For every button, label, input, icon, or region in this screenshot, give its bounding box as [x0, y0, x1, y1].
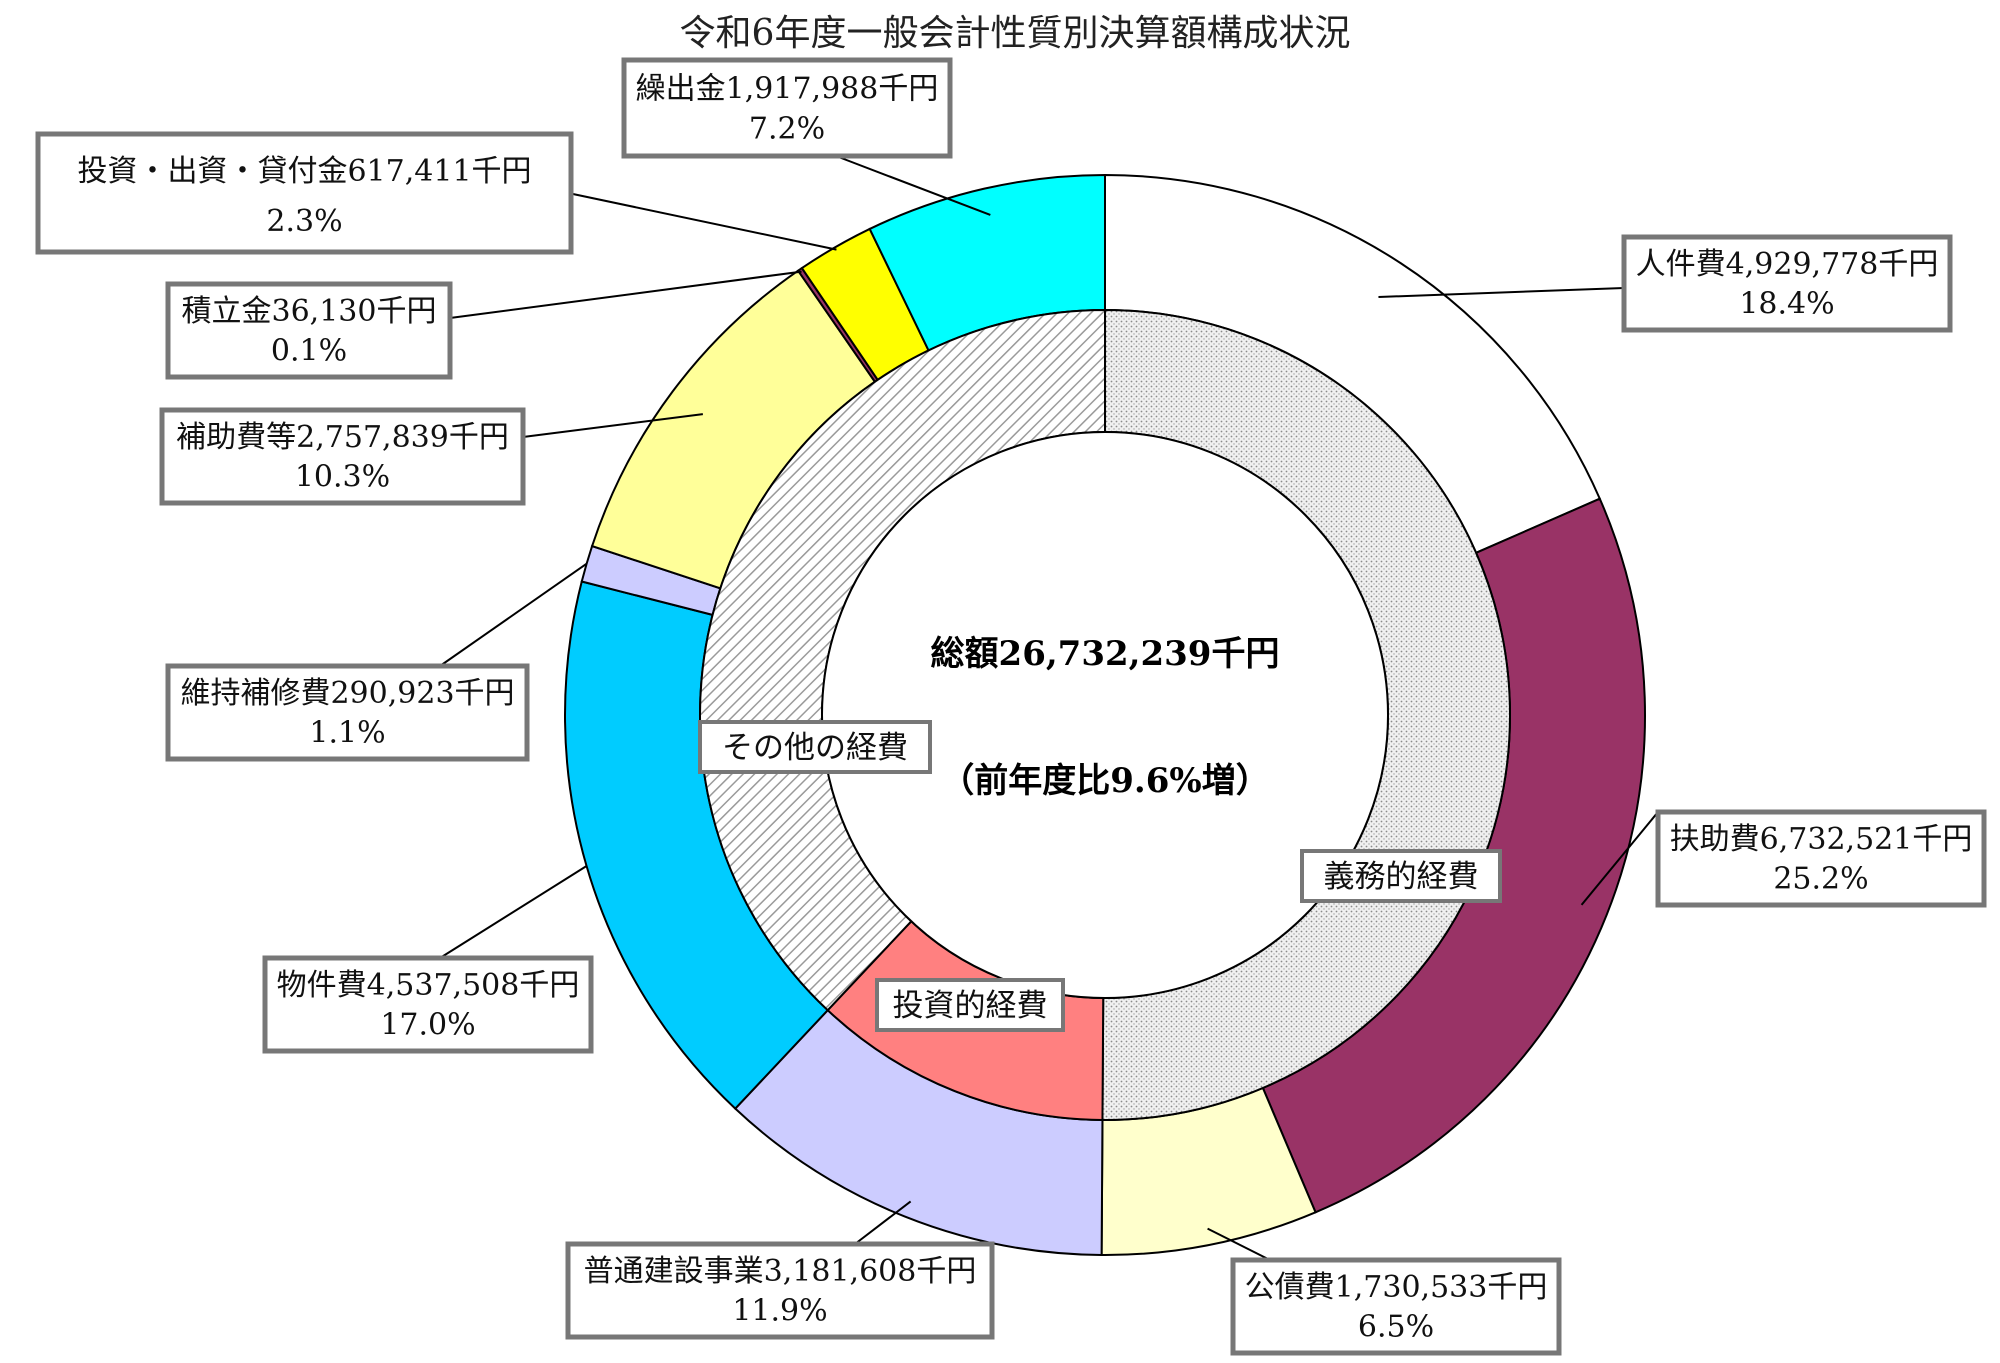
label-percent: 2.3% — [266, 204, 342, 239]
label-box — [165, 663, 530, 762]
data-label-10: 繰出金1,917,988千円 7.2% — [621, 57, 953, 159]
leader-line-1 — [1378, 287, 1625, 299]
data-label-5: 物件費4,537,508千円 17.0% — [262, 955, 594, 1054]
leader-line-9 — [553, 189, 837, 251]
label-amount: 人件費4,929,778千円 — [1636, 247, 1939, 282]
leader-line-5 — [439, 865, 588, 959]
leader-line-2 — [1580, 811, 1659, 906]
label-box — [35, 131, 574, 255]
leader-line-3 — [1207, 1227, 1271, 1261]
label-box — [159, 407, 526, 506]
label-amount: 物件費4,537,508千円 — [277, 968, 580, 1003]
outer-ring — [564, 173, 1646, 1256]
leader-line-10 — [835, 155, 991, 216]
label-box — [1621, 234, 1953, 333]
leader-line-4 — [854, 1200, 912, 1245]
label-percent: 25.2% — [1773, 861, 1868, 896]
label-percent: 7.2% — [749, 112, 825, 147]
center-change: （前年度比9.6%増） — [940, 761, 1269, 801]
leader-line-6 — [439, 562, 588, 667]
donut-hole — [821, 431, 1389, 999]
category-text: 義務的経費 — [1324, 859, 1479, 895]
label-box — [621, 57, 953, 159]
category-box — [1300, 849, 1502, 903]
center-total: 総額26,732,239千円 — [931, 634, 1280, 674]
data-labels: 人件費4,929,778千円 18.4% 扶助費6,732,521千円 25.2% 公債… — [35, 57, 1987, 1356]
inner-ring — [699, 308, 1512, 1121]
label-amount: 公債費1,730,533千円 — [1245, 1270, 1548, 1305]
data-label-8: 積立金36,130千円 0.1% — [165, 281, 453, 380]
label-percent: 10.3% — [295, 459, 390, 494]
label-amount: 補助費等2,757,839千円 — [176, 420, 509, 455]
label-percent: 18.4% — [1739, 286, 1834, 321]
label-box — [1655, 809, 1987, 908]
data-label-9: 投資・出資・貸付金617,411千円 2.3% — [35, 131, 574, 255]
data-label-4: 普通建設事業3,181,608千円 11.9% — [565, 1241, 995, 1340]
label-amount: 積立金36,130千円 — [182, 294, 437, 329]
label-amount: 普通建設事業3,181,608千円 — [584, 1254, 977, 1289]
leader-line-7 — [522, 413, 703, 438]
label-percent: 6.5% — [1358, 1309, 1434, 1344]
leader-line-8 — [449, 270, 802, 319]
label-percent: 11.9% — [732, 1293, 827, 1328]
category-label-2: 投資的経費 — [875, 978, 1065, 1032]
label-box — [165, 281, 453, 380]
label-box — [1230, 1257, 1562, 1356]
leader-lines — [439, 155, 1659, 1261]
chart-title: 令和6年度一般会計性質別決算額構成状況 — [680, 13, 1351, 54]
data-label-7: 補助費等2,757,839千円 10.3% — [159, 407, 526, 506]
label-percent: 17.0% — [380, 1007, 475, 1042]
data-label-1: 人件費4,929,778千円 18.4% — [1621, 234, 1953, 333]
label-percent: 0.1% — [271, 333, 347, 368]
label-amount: 投資・出資・貸付金617,411千円 — [77, 154, 531, 189]
category-box — [875, 978, 1065, 1032]
category-box — [698, 720, 932, 774]
data-label-6: 維持補修費290,923千円 1.1% — [165, 663, 530, 762]
label-percent: 1.1% — [309, 715, 385, 750]
data-label-3: 公債費1,730,533千円 6.5% — [1230, 1257, 1562, 1356]
label-amount: 扶助費6,732,521千円 — [1670, 822, 1973, 857]
category-label-3: その他の経費 — [698, 720, 932, 774]
label-amount: 繰出金1,917,988千円 — [636, 71, 939, 106]
category-text: その他の経費 — [722, 730, 908, 766]
label-box — [262, 955, 594, 1054]
label-amount: 維持補修費290,923千円 — [180, 676, 514, 711]
label-box — [565, 1241, 995, 1340]
category-text: 投資的経費 — [893, 988, 1048, 1024]
data-label-2: 扶助費6,732,521千円 25.2% — [1655, 809, 1987, 908]
category-label-1: 義務的経費 — [1300, 849, 1502, 903]
